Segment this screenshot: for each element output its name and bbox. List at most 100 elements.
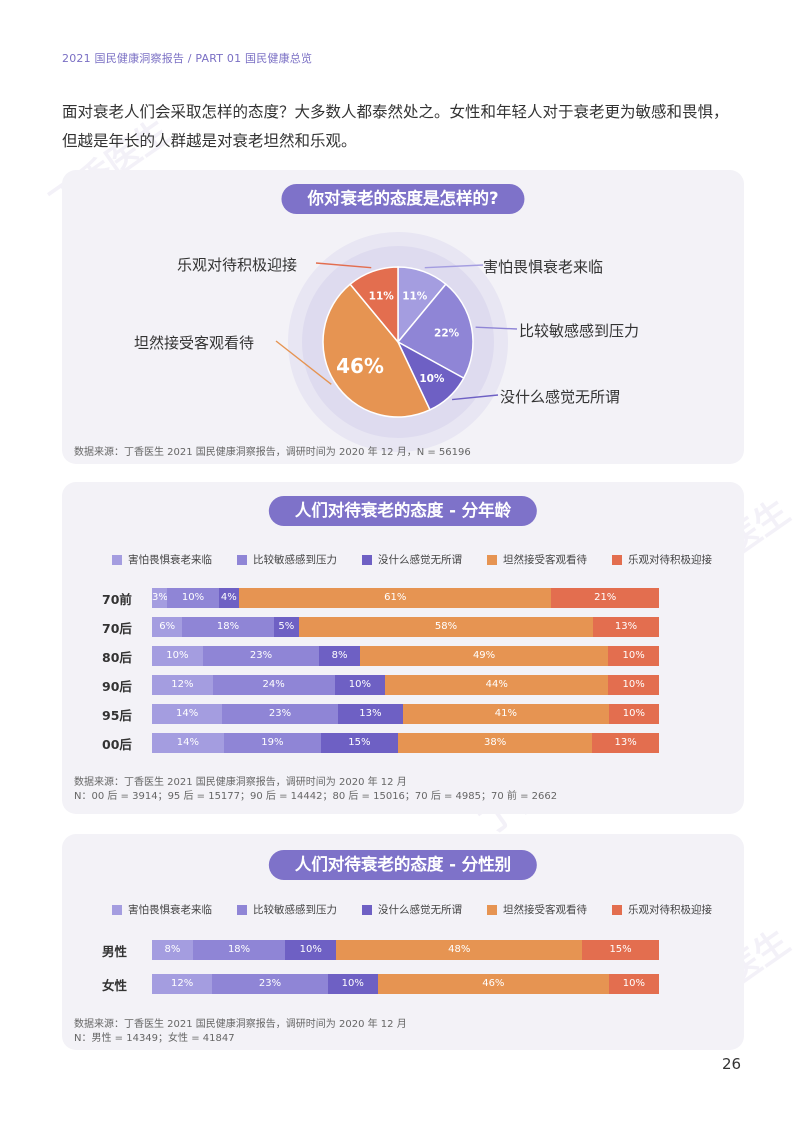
stacked-bar: 6% 18% 5% 58% 13%: [152, 617, 659, 637]
pie-legend-label: 害怕畏惧衰老来临: [483, 258, 604, 276]
bar-segment: 6%: [152, 617, 183, 637]
legend-item: 比较敏感感到压力: [237, 902, 337, 917]
stacked-bar: 14% 23% 13% 41% 10%: [152, 704, 659, 724]
bar-segment: 41%: [402, 704, 609, 724]
bar-row-label: 70前: [102, 591, 132, 607]
legend-swatch: [612, 904, 622, 915]
pie-legend-label: 坦然接受客观看待: [134, 334, 255, 352]
bar-segment: 18%: [182, 617, 274, 637]
legend-swatch: [112, 904, 122, 915]
legend-swatch: [487, 904, 497, 915]
legend-label: 乐观对待积极迎接: [628, 904, 712, 916]
bar-segment: 23%: [212, 974, 328, 994]
pie-value-label: 11%: [402, 290, 428, 302]
stacked-bar: 10% 23% 8% 49% 10%: [152, 646, 659, 666]
pie-value-label: 10%: [419, 373, 445, 385]
bar-segment: 10%: [608, 974, 659, 994]
gender-panel: 人们对待衰老的态度 - 分性别 害怕畏惧衰老来临 比较敏感感到压力 没什么感觉无所谓…: [62, 834, 744, 1050]
age-legend: 害怕畏惧衰老来临 比较敏感感到压力 没什么感觉无所谓 坦然接受客观看待 乐观对待积极迎接: [112, 552, 712, 567]
bar-row: 95后 14% 23% 13% 41% 10%: [102, 704, 659, 724]
legend-item: 乐观对待积极迎接: [612, 902, 712, 917]
age-source: 数据来源：丁香医生 2021 国民健康洞察报告，调研时间为 2020 年 12 …: [74, 776, 557, 804]
gender-chart-title: 人们对待衰老的态度 - 分性别: [268, 850, 538, 880]
gender-source: 数据来源：丁香医生 2021 国民健康洞察报告，调研时间为 2020 年 12 …: [74, 1018, 407, 1046]
pie-leader-line: [452, 394, 499, 401]
bar-segment: 13%: [593, 617, 659, 637]
bar-row: 90后 12% 24% 10% 44% 10%: [102, 675, 659, 695]
bar-row-label: 女性: [102, 977, 128, 993]
bar-segment: 23%: [222, 704, 338, 724]
bar-segment: 12%: [152, 675, 213, 695]
bar-segment: 18%: [192, 940, 286, 960]
bar-row-label: 70后: [102, 620, 132, 636]
bar-segment: 3%: [152, 588, 168, 608]
pie-chart-title: 你对衰老的态度是怎样的?: [281, 184, 525, 214]
legend-item: 害怕畏惧衰老来临: [112, 902, 212, 917]
bar-segment: 19%: [223, 733, 321, 753]
legend-label: 比较敏感感到压力: [253, 554, 337, 566]
legend-label: 没什么感觉无所谓: [378, 554, 462, 566]
pie-panel: 你对衰老的态度是怎样的? 11% 22% 10% 46% 11% 害怕畏惧衰老来临 比较…: [62, 170, 744, 464]
stacked-bar: 8% 18% 10% 48% 15%: [152, 940, 659, 960]
pie-value-label: 46%: [336, 354, 384, 378]
legend-label: 坦然接受客观看待: [503, 554, 587, 566]
legend-item: 没什么感觉无所谓: [362, 902, 462, 917]
legend-swatch: [112, 554, 122, 565]
stacked-bar: 12% 23% 10% 46% 10%: [152, 974, 659, 994]
page-header: 2021 国民健康洞察报告 / PART 01 国民健康总览: [62, 52, 313, 65]
legend-swatch: [487, 554, 497, 565]
gender-source-line: 数据来源：丁香医生 2021 国民健康洞察报告，调研时间为 2020 年 12 …: [74, 1019, 407, 1030]
bar-row-label: 90后: [102, 678, 132, 694]
pie-leader-line: [275, 340, 332, 385]
pie-slice: [322, 283, 431, 418]
bar-row: 70后 6% 18% 5% 58% 13%: [102, 617, 659, 637]
bar-segment: 10%: [167, 588, 219, 608]
bar-row-label: 95后: [102, 707, 132, 723]
bar-segment: 8%: [319, 646, 360, 666]
age-source-line: 数据来源：丁香医生 2021 国民健康洞察报告，调研时间为 2020 年 12 …: [74, 777, 407, 788]
bar-segment: 46%: [377, 974, 609, 994]
pie-leader-line: [424, 264, 484, 269]
stacked-bar: 12% 24% 10% 44% 10%: [152, 675, 659, 695]
bar-segment: 12%: [152, 974, 213, 994]
bar-segment: 10%: [334, 675, 386, 695]
bar-segment: 48%: [336, 940, 583, 960]
pie-slice: [396, 283, 474, 380]
pie-leader-line: [475, 326, 518, 330]
pie-chart: 11% 22% 10% 46% 11%: [275, 232, 518, 452]
bar-segment: 13%: [592, 733, 659, 753]
bar-row-label: 00后: [102, 736, 132, 752]
legend-label: 坦然接受客观看待: [503, 904, 587, 916]
bar-segment: 13%: [337, 704, 403, 724]
age-chart-title: 人们对待衰老的态度 - 分年龄: [268, 496, 538, 526]
page-number: 26: [722, 1055, 742, 1073]
age-source-n: N：00 后 = 3914；95 后 = 15177；90 后 = 14442；…: [74, 791, 558, 802]
pie-leader-line: [315, 262, 372, 269]
legend-item: 坦然接受客观看待: [487, 902, 587, 917]
bar-row: 80后 10% 23% 8% 49% 10%: [102, 646, 659, 666]
bar-segment: 24%: [212, 675, 335, 695]
bar-segment: 10%: [608, 675, 659, 695]
pie-legend-label: 乐观对待积极迎接: [177, 256, 298, 274]
pie-slice: [349, 266, 399, 345]
legend-item: 没什么感觉无所谓: [362, 552, 462, 567]
legend-swatch: [362, 904, 372, 915]
legend-swatch: [237, 904, 247, 915]
bar-row: 00后 14% 19% 15% 38% 13%: [102, 733, 659, 753]
legend-swatch: [362, 554, 372, 565]
bar-segment: 10%: [152, 646, 203, 666]
bar-segment: 10%: [608, 704, 659, 724]
bar-segment: 8%: [152, 940, 193, 960]
bar-segment: 10%: [608, 646, 659, 666]
legend-item: 坦然接受客观看待: [487, 552, 587, 567]
bar-segment: 5%: [273, 617, 299, 637]
bar-segment: 14%: [152, 733, 224, 753]
legend-swatch: [237, 554, 247, 565]
pie-legend-label: 比较敏感感到压力: [519, 322, 640, 340]
bar-segment: 23%: [202, 646, 320, 666]
pie-legend-label: 没什么感觉无所谓: [500, 388, 621, 406]
bar-segment: 58%: [299, 617, 594, 637]
stacked-bar: 14% 19% 15% 38% 13%: [152, 733, 659, 753]
bar-segment: 10%: [327, 974, 378, 994]
bar-row: 女性 12% 23% 10% 46% 10%: [102, 974, 659, 994]
